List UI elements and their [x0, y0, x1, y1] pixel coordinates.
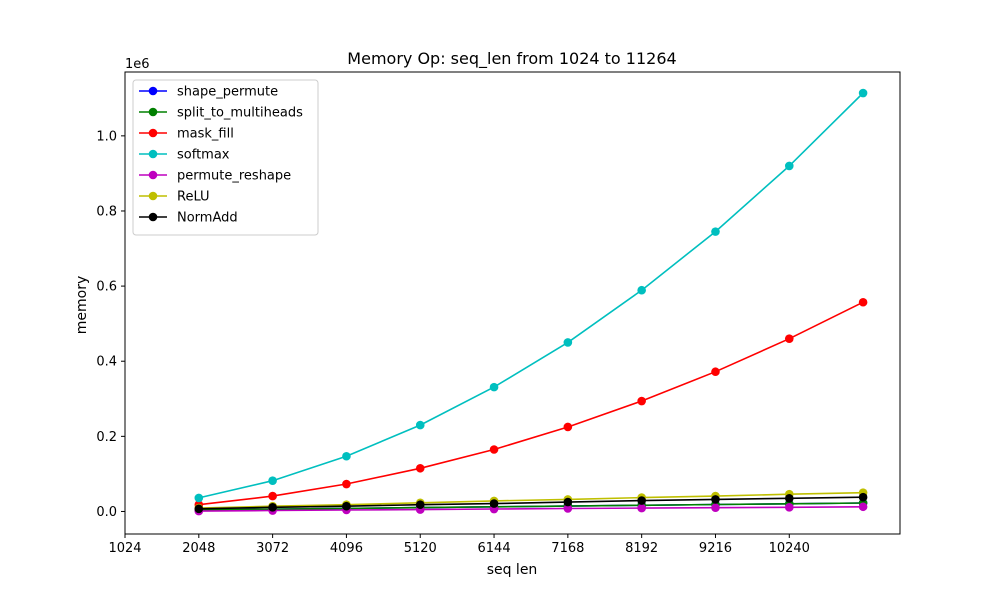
data-point	[784, 161, 794, 171]
y-tick-label: 0.2	[96, 430, 117, 445]
data-point	[415, 420, 425, 430]
data-point	[342, 479, 351, 489]
data-point	[194, 493, 204, 503]
data-point	[268, 503, 277, 512]
y-offset-label: 1e6	[125, 57, 150, 72]
data-point	[563, 497, 573, 507]
data-point	[194, 504, 204, 514]
legend: shape_permute split_to_multiheads mask_fil…	[132, 79, 319, 236]
series-NormAdd	[194, 492, 868, 514]
series-lines	[194, 88, 868, 516]
legend-item: mask_fill	[139, 127, 234, 142]
y-tick-label: 0.0	[96, 505, 117, 520]
legend-swatch-marker	[148, 86, 158, 96]
y-tick-label: 0.6	[96, 280, 117, 295]
data-point	[784, 503, 794, 512]
data-point	[637, 496, 646, 505]
legend-item: softmax	[139, 148, 230, 163]
series-line	[198, 496, 864, 510]
legend-swatch-marker	[148, 128, 158, 138]
x-tick-label: 7168	[551, 541, 584, 556]
x-tick-label: 4096	[330, 541, 363, 556]
x-axis-label: seq len	[487, 562, 538, 578]
data-point	[784, 334, 794, 343]
data-point	[489, 499, 499, 508]
data-point	[415, 463, 425, 473]
legend-label: NormAdd	[177, 211, 238, 226]
data-point	[711, 227, 720, 236]
data-point	[489, 445, 499, 454]
data-point	[637, 396, 646, 406]
legend-swatch-marker	[148, 170, 158, 180]
x-tick-label: 5120	[404, 541, 437, 556]
data-point	[563, 338, 573, 347]
data-point	[268, 491, 277, 501]
x-tick-label: 2048	[182, 541, 215, 556]
legend-label: shape_permute	[177, 85, 278, 100]
legend-item: NormAdd	[139, 211, 238, 226]
legend-item: permute_reshape	[139, 169, 291, 184]
data-point	[784, 494, 794, 503]
legend-item: ReLU	[139, 190, 210, 205]
series-line	[198, 491, 864, 509]
data-point	[711, 503, 720, 513]
data-point	[637, 503, 646, 513]
chart-title: Memory Op: seq_len from 1024 to 11264	[347, 49, 676, 69]
x-tick-label: 6144	[478, 541, 511, 556]
y-axis-label: memory	[74, 276, 90, 335]
legend-label: split_to_multiheads	[177, 106, 303, 121]
legend-label: ReLU	[177, 190, 210, 205]
legend-item: split_to_multiheads	[139, 106, 303, 121]
series-line	[198, 301, 864, 506]
data-point	[268, 476, 277, 485]
x-tick-label: 10240	[769, 541, 810, 556]
x-tick-label: 3072	[256, 541, 289, 556]
data-point	[858, 88, 868, 98]
legend-swatch-marker	[148, 107, 158, 117]
data-point	[637, 285, 646, 295]
axis-ticks: 1024 2048 3072 4096 5120 6144 7168 8192 9216 1024…	[96, 129, 810, 556]
legend-swatch-marker	[148, 212, 158, 222]
legend-item: shape_permute	[139, 85, 278, 100]
data-point	[711, 495, 720, 504]
data-point	[563, 504, 573, 513]
legend-swatch-marker	[148, 191, 158, 201]
data-point	[858, 502, 868, 512]
data-point	[711, 367, 720, 377]
plot-frame	[124, 71, 901, 535]
x-tick-label: 1024	[108, 541, 141, 556]
series-line	[198, 92, 864, 499]
y-tick-label: 0.8	[96, 204, 117, 219]
legend-label: mask_fill	[177, 127, 234, 142]
x-tick-label: 8192	[625, 541, 658, 556]
legend-label: permute_reshape	[177, 169, 291, 184]
data-point	[489, 382, 499, 392]
data-point	[858, 492, 868, 502]
data-point	[342, 501, 351, 511]
series-line	[198, 502, 864, 511]
legend-label: softmax	[177, 148, 230, 163]
legend-box	[132, 79, 319, 236]
series-softmax	[194, 88, 868, 503]
x-tick-label: 9216	[699, 541, 732, 556]
data-point	[342, 451, 351, 461]
data-point	[563, 422, 573, 432]
y-tick-label: 1.0	[96, 129, 117, 144]
data-point	[415, 500, 425, 510]
series-line	[198, 506, 864, 512]
y-tick-label: 0.4	[96, 355, 117, 370]
legend-swatch-marker	[148, 149, 158, 159]
data-point	[858, 297, 868, 307]
